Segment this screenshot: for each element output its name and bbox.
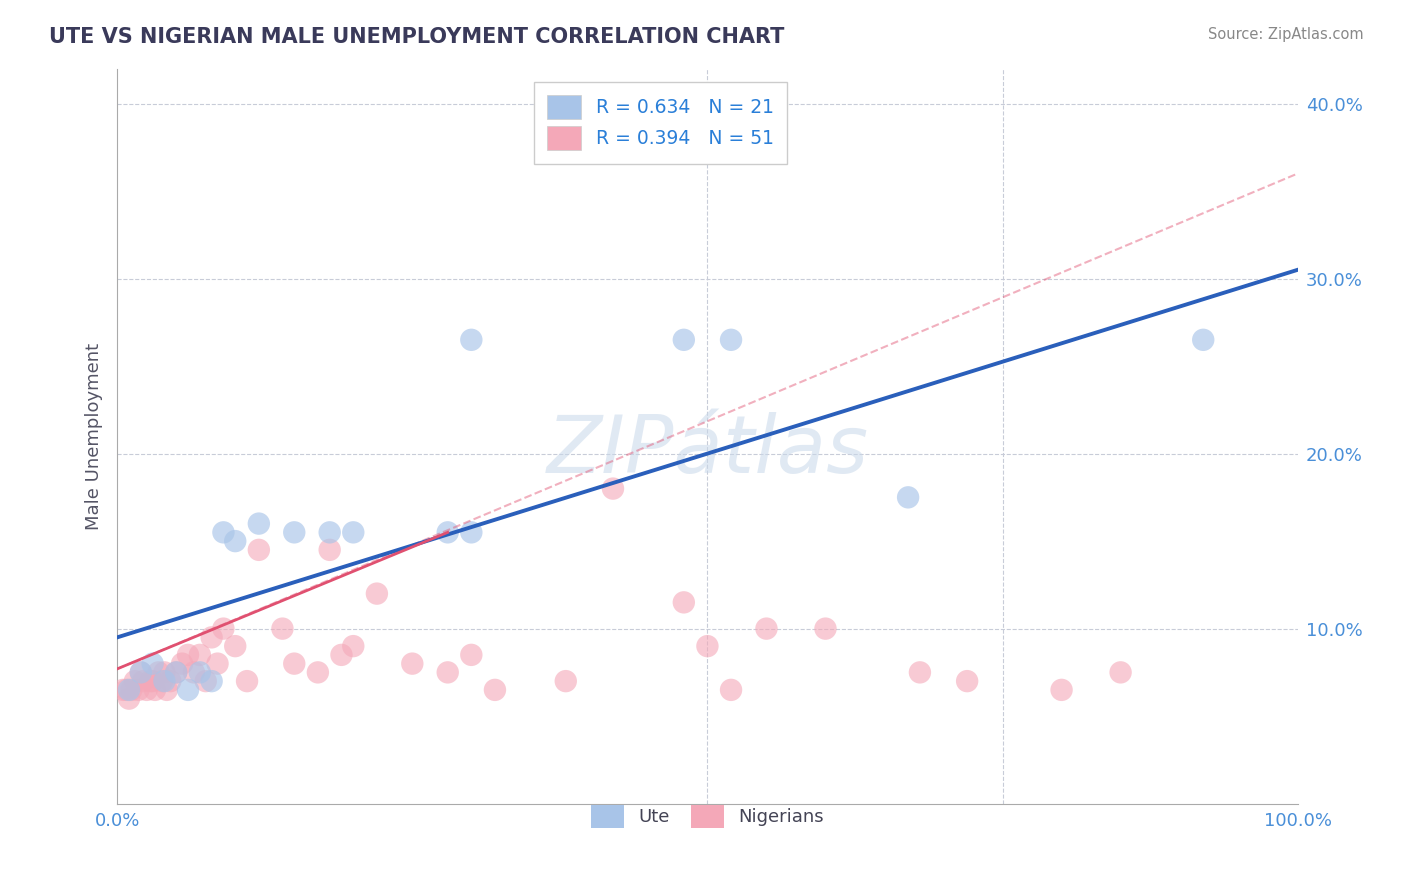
Text: UTE VS NIGERIAN MALE UNEMPLOYMENT CORRELATION CHART: UTE VS NIGERIAN MALE UNEMPLOYMENT CORREL…: [49, 27, 785, 46]
Point: [460, 333, 482, 347]
Point: [460, 525, 482, 540]
Point: [212, 525, 235, 540]
Point: [165, 665, 187, 680]
Point: [1050, 682, 1073, 697]
Point: [188, 648, 211, 662]
Point: [814, 622, 837, 636]
Point: [484, 682, 506, 697]
Point: [188, 665, 211, 680]
Point: [165, 665, 187, 680]
Point: [177, 682, 200, 697]
Point: [115, 682, 138, 697]
Point: [755, 622, 778, 636]
Point: [342, 639, 364, 653]
Point: [318, 525, 340, 540]
Point: [201, 674, 224, 689]
Point: [554, 674, 576, 689]
Point: [150, 674, 173, 689]
Point: [148, 665, 170, 680]
Y-axis label: Male Unemployment: Male Unemployment: [86, 343, 103, 530]
Point: [236, 674, 259, 689]
Point: [283, 657, 305, 671]
Point: [1192, 333, 1215, 347]
Point: [602, 482, 624, 496]
Point: [247, 542, 270, 557]
Point: [129, 665, 152, 680]
Point: [183, 665, 205, 680]
Point: [956, 674, 979, 689]
Point: [908, 665, 931, 680]
Point: [720, 682, 742, 697]
Point: [224, 639, 246, 653]
Point: [112, 682, 135, 697]
Point: [118, 682, 141, 697]
Point: [307, 665, 329, 680]
Point: [696, 639, 718, 653]
Point: [672, 595, 695, 609]
Point: [177, 648, 200, 662]
Point: [135, 682, 157, 697]
Point: [283, 525, 305, 540]
Point: [153, 674, 176, 689]
Point: [201, 631, 224, 645]
Point: [271, 622, 294, 636]
Point: [118, 691, 141, 706]
Point: [720, 333, 742, 347]
Point: [207, 657, 229, 671]
Point: [194, 674, 217, 689]
Point: [1109, 665, 1132, 680]
Point: [436, 665, 458, 680]
Point: [127, 682, 149, 697]
Point: [159, 674, 181, 689]
Point: [897, 491, 920, 505]
Point: [366, 586, 388, 600]
Point: [172, 657, 194, 671]
Point: [120, 682, 142, 697]
Point: [129, 665, 152, 680]
Point: [672, 333, 695, 347]
Point: [330, 648, 353, 662]
Point: [224, 534, 246, 549]
Point: [153, 665, 176, 680]
Point: [142, 674, 165, 689]
Point: [212, 622, 235, 636]
Point: [247, 516, 270, 531]
Point: [132, 674, 155, 689]
Point: [318, 542, 340, 557]
Point: [143, 682, 166, 697]
Legend: Ute, Nigerians: Ute, Nigerians: [583, 797, 831, 835]
Point: [156, 682, 179, 697]
Point: [460, 648, 482, 662]
Text: Source: ZipAtlas.com: Source: ZipAtlas.com: [1208, 27, 1364, 42]
Point: [436, 525, 458, 540]
Point: [124, 674, 146, 689]
Point: [142, 657, 165, 671]
Text: ZIPátlas: ZIPátlas: [547, 412, 869, 490]
Point: [342, 525, 364, 540]
Point: [139, 674, 162, 689]
Point: [401, 657, 423, 671]
